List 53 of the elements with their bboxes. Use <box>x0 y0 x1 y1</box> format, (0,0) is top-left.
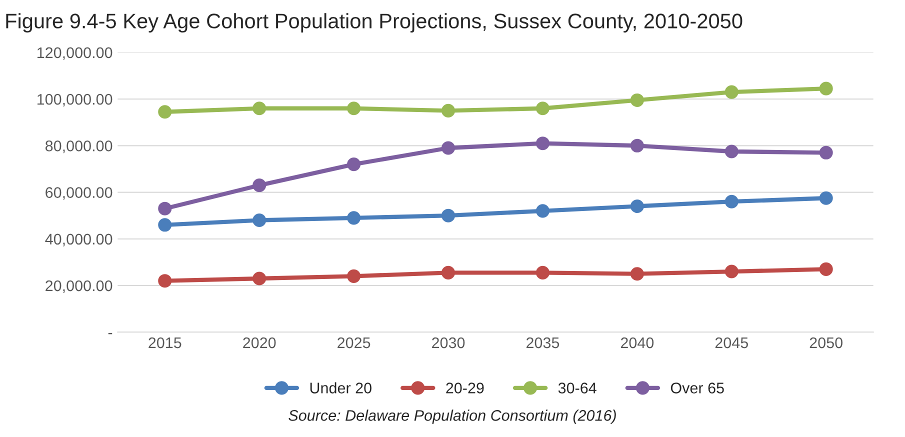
point <box>536 204 550 218</box>
legend-label: 20-29 <box>446 382 484 394</box>
point <box>441 141 456 155</box>
y-tick-label: 100,000.00 <box>38 94 112 107</box>
y-tick-label: 20,000.00 <box>46 280 112 293</box>
point <box>158 105 172 119</box>
point <box>347 211 361 225</box>
point <box>724 144 738 158</box>
point <box>252 272 266 286</box>
point <box>819 82 833 96</box>
point <box>252 213 266 228</box>
point <box>441 104 456 118</box>
y-tick-label: 40,000.00 <box>45 234 112 246</box>
point <box>347 269 361 283</box>
point <box>252 178 266 192</box>
point <box>158 202 172 216</box>
chart-title: Figure 9.4-5 Key Age Cohort Population Projections, Sussex County, 2010-2050 <box>6 13 742 33</box>
x-tick-label: 2035 <box>526 337 560 348</box>
point <box>441 208 456 222</box>
point <box>630 138 644 152</box>
point <box>724 85 738 99</box>
point <box>347 158 361 172</box>
point <box>630 267 644 281</box>
x-tick-label: 2050 <box>810 337 842 348</box>
point <box>819 262 833 276</box>
point <box>724 264 738 278</box>
y-tick-label: 120,000.00 <box>38 47 112 60</box>
point <box>630 93 644 107</box>
x-tick-label: 2040 <box>620 337 654 348</box>
point <box>819 191 833 205</box>
point <box>158 274 172 288</box>
point <box>252 102 266 116</box>
y-tick-label: 80,000.00 <box>45 140 112 154</box>
point <box>347 102 361 116</box>
source-note: Source: Delaware Population Consortium (2016) <box>288 410 616 424</box>
y-tick-label: - <box>108 333 112 334</box>
point <box>536 136 550 150</box>
point <box>536 266 550 280</box>
point <box>724 194 738 208</box>
y-tick-label: 60,000.00 <box>46 187 112 200</box>
point <box>536 102 550 116</box>
legend-label: Under 20 <box>310 382 372 394</box>
legend-label: 30-64 <box>558 382 596 394</box>
point <box>158 218 172 232</box>
x-tick-label: 2030 <box>432 337 465 348</box>
x-tick-label: 2015 <box>148 337 182 348</box>
x-tick-label: 2025 <box>338 337 370 348</box>
x-tick-label: 2020 <box>243 337 276 348</box>
x-tick-label: 2045 <box>715 337 748 348</box>
point <box>441 266 456 280</box>
point <box>819 146 833 160</box>
legend-label: Over 65 <box>670 382 724 394</box>
point <box>630 199 644 214</box>
